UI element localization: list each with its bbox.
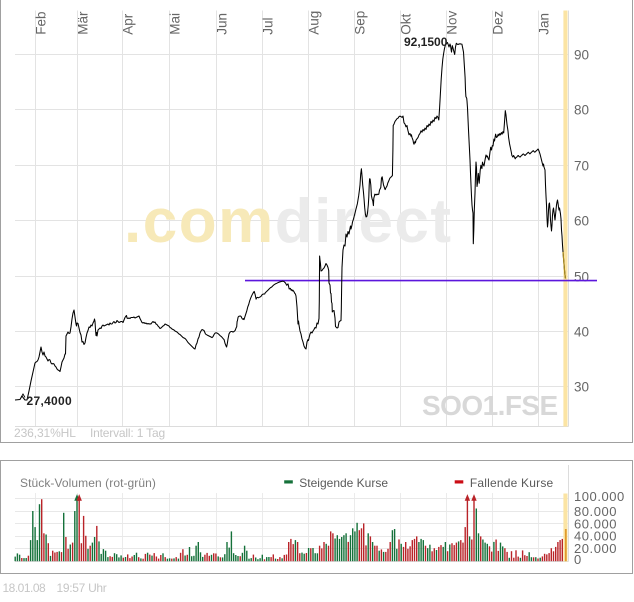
svg-text:236,31%HL: 236,31%HL [14,426,76,440]
svg-text:Fallende Kurse: Fallende Kurse [470,476,554,490]
svg-text:40.000: 40.000 [574,529,617,544]
svg-text:SOO1.FSE: SOO1.FSE [422,390,558,421]
svg-text:80.000: 80.000 [574,504,617,519]
svg-text:Dez: Dez [491,11,506,35]
svg-text:50: 50 [574,269,589,284]
svg-text:0: 0 [574,552,582,567]
svg-text:Jan: Jan [537,13,552,35]
svg-text:Aug: Aug [307,11,322,35]
svg-text:Jul: Jul [261,18,276,35]
svg-text:Nov: Nov [445,11,460,35]
svg-text:Mai: Mai [168,13,183,35]
svg-text:18.01.08: 18.01.08 [3,581,47,595]
svg-text:Jun: Jun [215,13,230,35]
svg-text:30: 30 [574,379,589,394]
svg-text:80: 80 [574,102,589,117]
svg-text:20.000: 20.000 [574,541,617,556]
svg-text:.comdirect: .comdirect [124,187,453,256]
svg-text:Apr: Apr [121,13,136,35]
svg-text:Stück-Volumen (rot-grün): Stück-Volumen (rot-grün) [20,476,156,490]
svg-text:Steigende Kurse: Steigende Kurse [299,476,388,490]
svg-text:100.000: 100.000 [574,489,625,504]
svg-text:27,4000: 27,4000 [27,394,73,408]
svg-text:92,1500: 92,1500 [404,35,448,49]
svg-text:90: 90 [574,47,589,62]
svg-text:Mär: Mär [76,11,91,35]
svg-text:60.000: 60.000 [574,516,617,531]
svg-text:60: 60 [574,213,589,228]
svg-text:Sep: Sep [353,11,368,35]
svg-text:Okt: Okt [399,14,414,35]
svg-text:Feb: Feb [34,12,49,35]
svg-text:Intervall: 1 Tag: Intervall: 1 Tag [90,426,165,440]
svg-text:70: 70 [574,158,589,173]
svg-text:40: 40 [574,324,589,339]
svg-text:19:57 Uhr: 19:57 Uhr [57,581,107,595]
